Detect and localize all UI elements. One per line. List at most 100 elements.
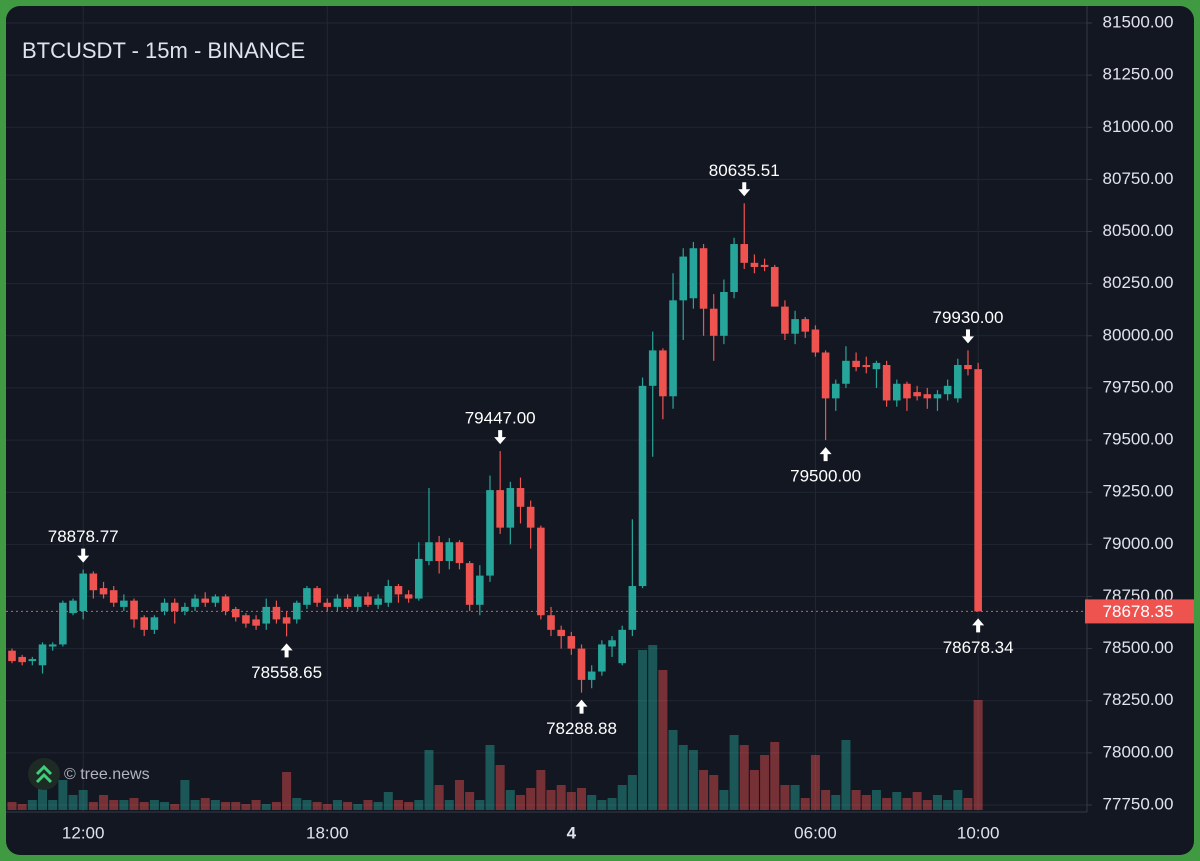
volume-bar: [251, 800, 261, 810]
candle-body: [303, 588, 311, 605]
candle-body: [933, 394, 942, 399]
candle-body: [415, 558, 423, 599]
volume-bar: [302, 800, 312, 810]
volume-bar: [760, 755, 770, 810]
candle-body: [730, 244, 738, 293]
x-tick-label: 12:00: [62, 823, 105, 842]
volume-bar: [282, 772, 292, 810]
low-label: 78558.65: [251, 663, 322, 682]
candle-body: [587, 671, 596, 680]
candle-body: [262, 606, 271, 624]
marker-arrow: [494, 430, 507, 445]
volume-bar: [38, 785, 48, 810]
candle-body: [343, 598, 352, 607]
candle-body: [659, 350, 667, 397]
candle-body: [374, 598, 382, 605]
volume-bar: [170, 804, 180, 810]
volume-bar: [587, 795, 597, 810]
volume-bar: [973, 700, 983, 810]
volume-bar: [109, 800, 119, 810]
candle-body: [59, 602, 67, 645]
volume-bar: [932, 795, 942, 810]
volume-bar: [546, 790, 556, 810]
chart-panel: [6, 6, 1194, 855]
volume-bar: [99, 795, 109, 810]
candle-body: [526, 506, 535, 528]
candle-body: [506, 488, 515, 528]
volume-bar: [139, 802, 149, 810]
volume-bar: [68, 795, 78, 810]
volume-bar: [607, 798, 617, 810]
y-tick-label: 79500.00: [1103, 430, 1174, 449]
candle-body: [140, 617, 149, 630]
volume-bar: [739, 745, 749, 810]
y-tick-label: 78250.00: [1103, 690, 1174, 709]
candle-body: [425, 542, 433, 562]
y-tick-label: 81500.00: [1103, 12, 1174, 31]
candle-body: [811, 329, 820, 353]
volume-bar: [627, 775, 637, 810]
volume-bar: [322, 804, 332, 810]
volume-bar: [343, 802, 353, 810]
y-tick-label: 80000.00: [1103, 325, 1174, 344]
volume-bar: [393, 800, 403, 810]
volume-bar: [871, 790, 881, 810]
marker-arrow: [961, 329, 974, 344]
volume-bar: [495, 765, 505, 810]
candle-body: [516, 488, 525, 507]
high-label: 79930.00: [933, 308, 1004, 327]
volume-bar: [953, 790, 963, 810]
y-tick-label: 78000.00: [1103, 742, 1174, 761]
watermark: © tree.news: [28, 758, 150, 790]
candle-body: [435, 542, 443, 562]
watermark-icon-chevrons: [35, 764, 53, 784]
volume-bar: [58, 780, 68, 810]
volume-bar: [668, 730, 678, 810]
candle-body: [943, 385, 952, 395]
candle-body: [740, 244, 749, 263]
watermark-text: © tree.news: [64, 766, 150, 783]
y-tick-label: 80750.00: [1103, 169, 1174, 188]
candle-body: [618, 629, 626, 664]
volume-bar: [292, 798, 302, 810]
volume-bar: [617, 785, 627, 810]
volume-bar: [719, 790, 729, 810]
volume-bar: [831, 795, 841, 810]
candle-body: [567, 636, 576, 649]
volume-bar: [861, 795, 871, 810]
volume-bar: [261, 804, 271, 810]
candle-body: [537, 527, 545, 616]
volume-bar: [516, 795, 525, 810]
candle-body: [699, 248, 708, 309]
volume-bar: [892, 792, 902, 810]
candle-body: [313, 588, 321, 603]
candle-body: [109, 590, 118, 603]
volume-bar: [688, 750, 698, 810]
high-label: 78878.77: [48, 527, 119, 546]
volume-bar: [17, 804, 27, 810]
volume-bar: [475, 800, 485, 810]
candle-body: [882, 364, 891, 401]
candle-body: [791, 319, 799, 334]
volume-bar: [790, 785, 800, 810]
candle-body: [384, 586, 393, 603]
marker-arrow: [738, 182, 751, 197]
y-tick-label: 78500.00: [1103, 638, 1174, 657]
volume-bar: [922, 800, 932, 810]
volume-bar: [210, 800, 220, 810]
candle-body: [903, 383, 911, 399]
marker-arrow: [819, 447, 832, 462]
volume-bar: [505, 790, 515, 810]
volume-bar: [821, 790, 831, 810]
high-label: 80635.51: [709, 161, 780, 180]
candle-body: [69, 600, 77, 614]
low-label: 78288.88: [546, 719, 617, 738]
marker-arrow: [575, 699, 588, 714]
candle-body: [160, 602, 169, 612]
volume-bar: [373, 802, 383, 810]
volume-bar: [810, 755, 820, 810]
volume-bar: [88, 802, 98, 810]
volume-bar: [48, 800, 58, 810]
volume-bar: [221, 802, 231, 810]
